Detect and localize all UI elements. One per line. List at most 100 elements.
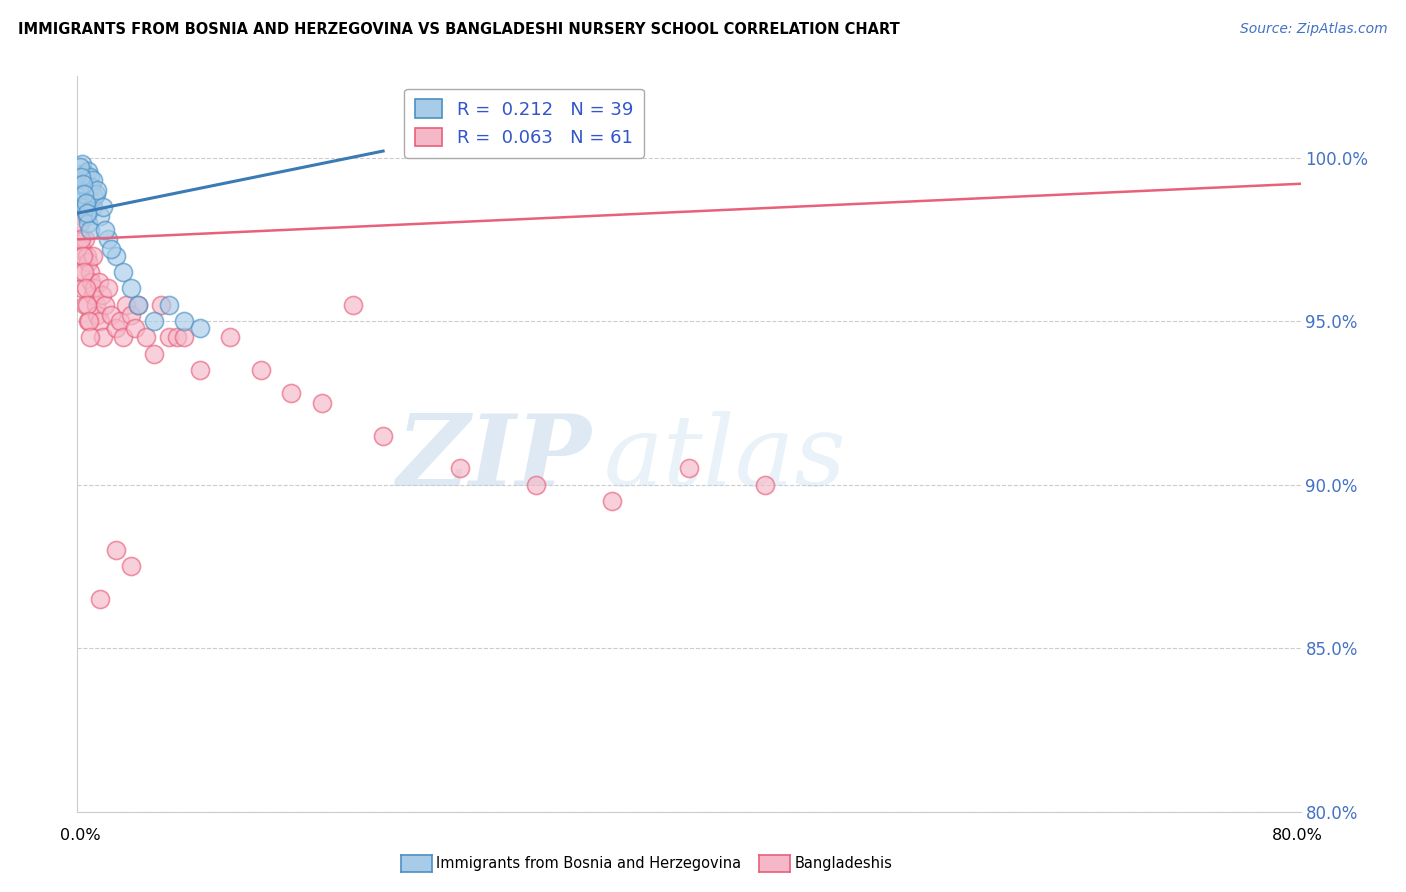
- Point: [754, 477, 776, 491]
- Point: [150, 298, 173, 312]
- Point: [219, 330, 242, 344]
- Point: [90, 288, 112, 302]
- Point: [127, 298, 149, 312]
- Point: [83, 190, 105, 204]
- Point: [91, 200, 114, 214]
- Point: [76, 183, 98, 197]
- Point: [524, 477, 547, 491]
- Point: [75, 281, 97, 295]
- Point: [82, 173, 104, 187]
- Point: [70, 242, 93, 256]
- Point: [73, 232, 96, 246]
- Point: [104, 249, 127, 263]
- Point: [69, 265, 91, 279]
- Point: [100, 242, 122, 256]
- Point: [73, 200, 96, 214]
- Point: [69, 167, 91, 181]
- Point: [135, 330, 157, 344]
- Point: [311, 396, 333, 410]
- Point: [80, 275, 103, 289]
- Point: [89, 314, 111, 328]
- Text: 80.0%: 80.0%: [1272, 829, 1323, 843]
- Point: [104, 320, 127, 334]
- Point: [108, 314, 131, 328]
- Point: [76, 210, 98, 224]
- Point: [83, 281, 105, 295]
- Point: [89, 592, 111, 607]
- Point: [76, 298, 98, 312]
- Point: [72, 190, 94, 204]
- Point: [70, 281, 93, 295]
- Point: [70, 170, 93, 185]
- Point: [371, 428, 394, 442]
- Point: [77, 314, 100, 328]
- Point: [94, 222, 117, 236]
- Point: [104, 543, 127, 558]
- Text: ZIP: ZIP: [396, 410, 591, 507]
- Point: [173, 330, 195, 344]
- Point: [77, 216, 100, 230]
- Point: [79, 222, 101, 236]
- Point: [73, 265, 96, 279]
- Point: [112, 265, 135, 279]
- Point: [84, 298, 107, 312]
- Text: 0.0%: 0.0%: [60, 829, 100, 843]
- Point: [166, 330, 188, 344]
- Point: [77, 163, 100, 178]
- Point: [73, 186, 96, 201]
- Point: [86, 308, 108, 322]
- Point: [115, 298, 138, 312]
- Point: [72, 249, 94, 263]
- Text: Source: ZipAtlas.com: Source: ZipAtlas.com: [1240, 22, 1388, 37]
- Point: [72, 177, 94, 191]
- Point: [82, 200, 104, 214]
- Point: [80, 180, 103, 194]
- Point: [70, 183, 93, 197]
- Legend: R =  0.212   N = 39, R =  0.063   N = 61: R = 0.212 N = 39, R = 0.063 N = 61: [405, 88, 644, 158]
- Point: [678, 461, 700, 475]
- Point: [76, 206, 98, 220]
- Point: [142, 314, 165, 328]
- Point: [77, 314, 100, 328]
- Point: [97, 281, 120, 295]
- Point: [73, 298, 96, 312]
- Point: [120, 308, 142, 322]
- Point: [97, 232, 120, 246]
- Point: [91, 330, 114, 344]
- Point: [280, 386, 302, 401]
- Point: [69, 216, 91, 230]
- Point: [157, 298, 180, 312]
- Point: [79, 265, 101, 279]
- Text: Bangladeshis: Bangladeshis: [794, 856, 893, 871]
- Point: [342, 298, 364, 312]
- Point: [142, 347, 165, 361]
- Point: [75, 196, 97, 211]
- Point: [76, 249, 98, 263]
- Point: [100, 308, 122, 322]
- Point: [67, 232, 90, 246]
- Point: [112, 330, 135, 344]
- Text: IMMIGRANTS FROM BOSNIA AND HERZEGOVINA VS BANGLADESHI NURSERY SCHOOL CORRELATION: IMMIGRANTS FROM BOSNIA AND HERZEGOVINA V…: [18, 22, 900, 37]
- Point: [449, 461, 471, 475]
- Point: [120, 281, 142, 295]
- Point: [70, 232, 93, 246]
- Point: [77, 255, 100, 269]
- Point: [84, 186, 107, 201]
- Point: [67, 177, 90, 191]
- Text: Immigrants from Bosnia and Herzegovina: Immigrants from Bosnia and Herzegovina: [436, 856, 741, 871]
- Point: [94, 298, 117, 312]
- Point: [602, 494, 624, 508]
- Point: [69, 216, 91, 230]
- Point: [120, 559, 142, 574]
- Point: [79, 170, 101, 185]
- Point: [89, 210, 111, 224]
- Point: [79, 330, 101, 344]
- Point: [250, 363, 273, 377]
- Point: [86, 183, 108, 197]
- Point: [87, 275, 110, 289]
- Point: [82, 249, 104, 263]
- Point: [82, 288, 104, 302]
- Point: [173, 314, 195, 328]
- Point: [188, 320, 211, 334]
- Point: [188, 363, 211, 377]
